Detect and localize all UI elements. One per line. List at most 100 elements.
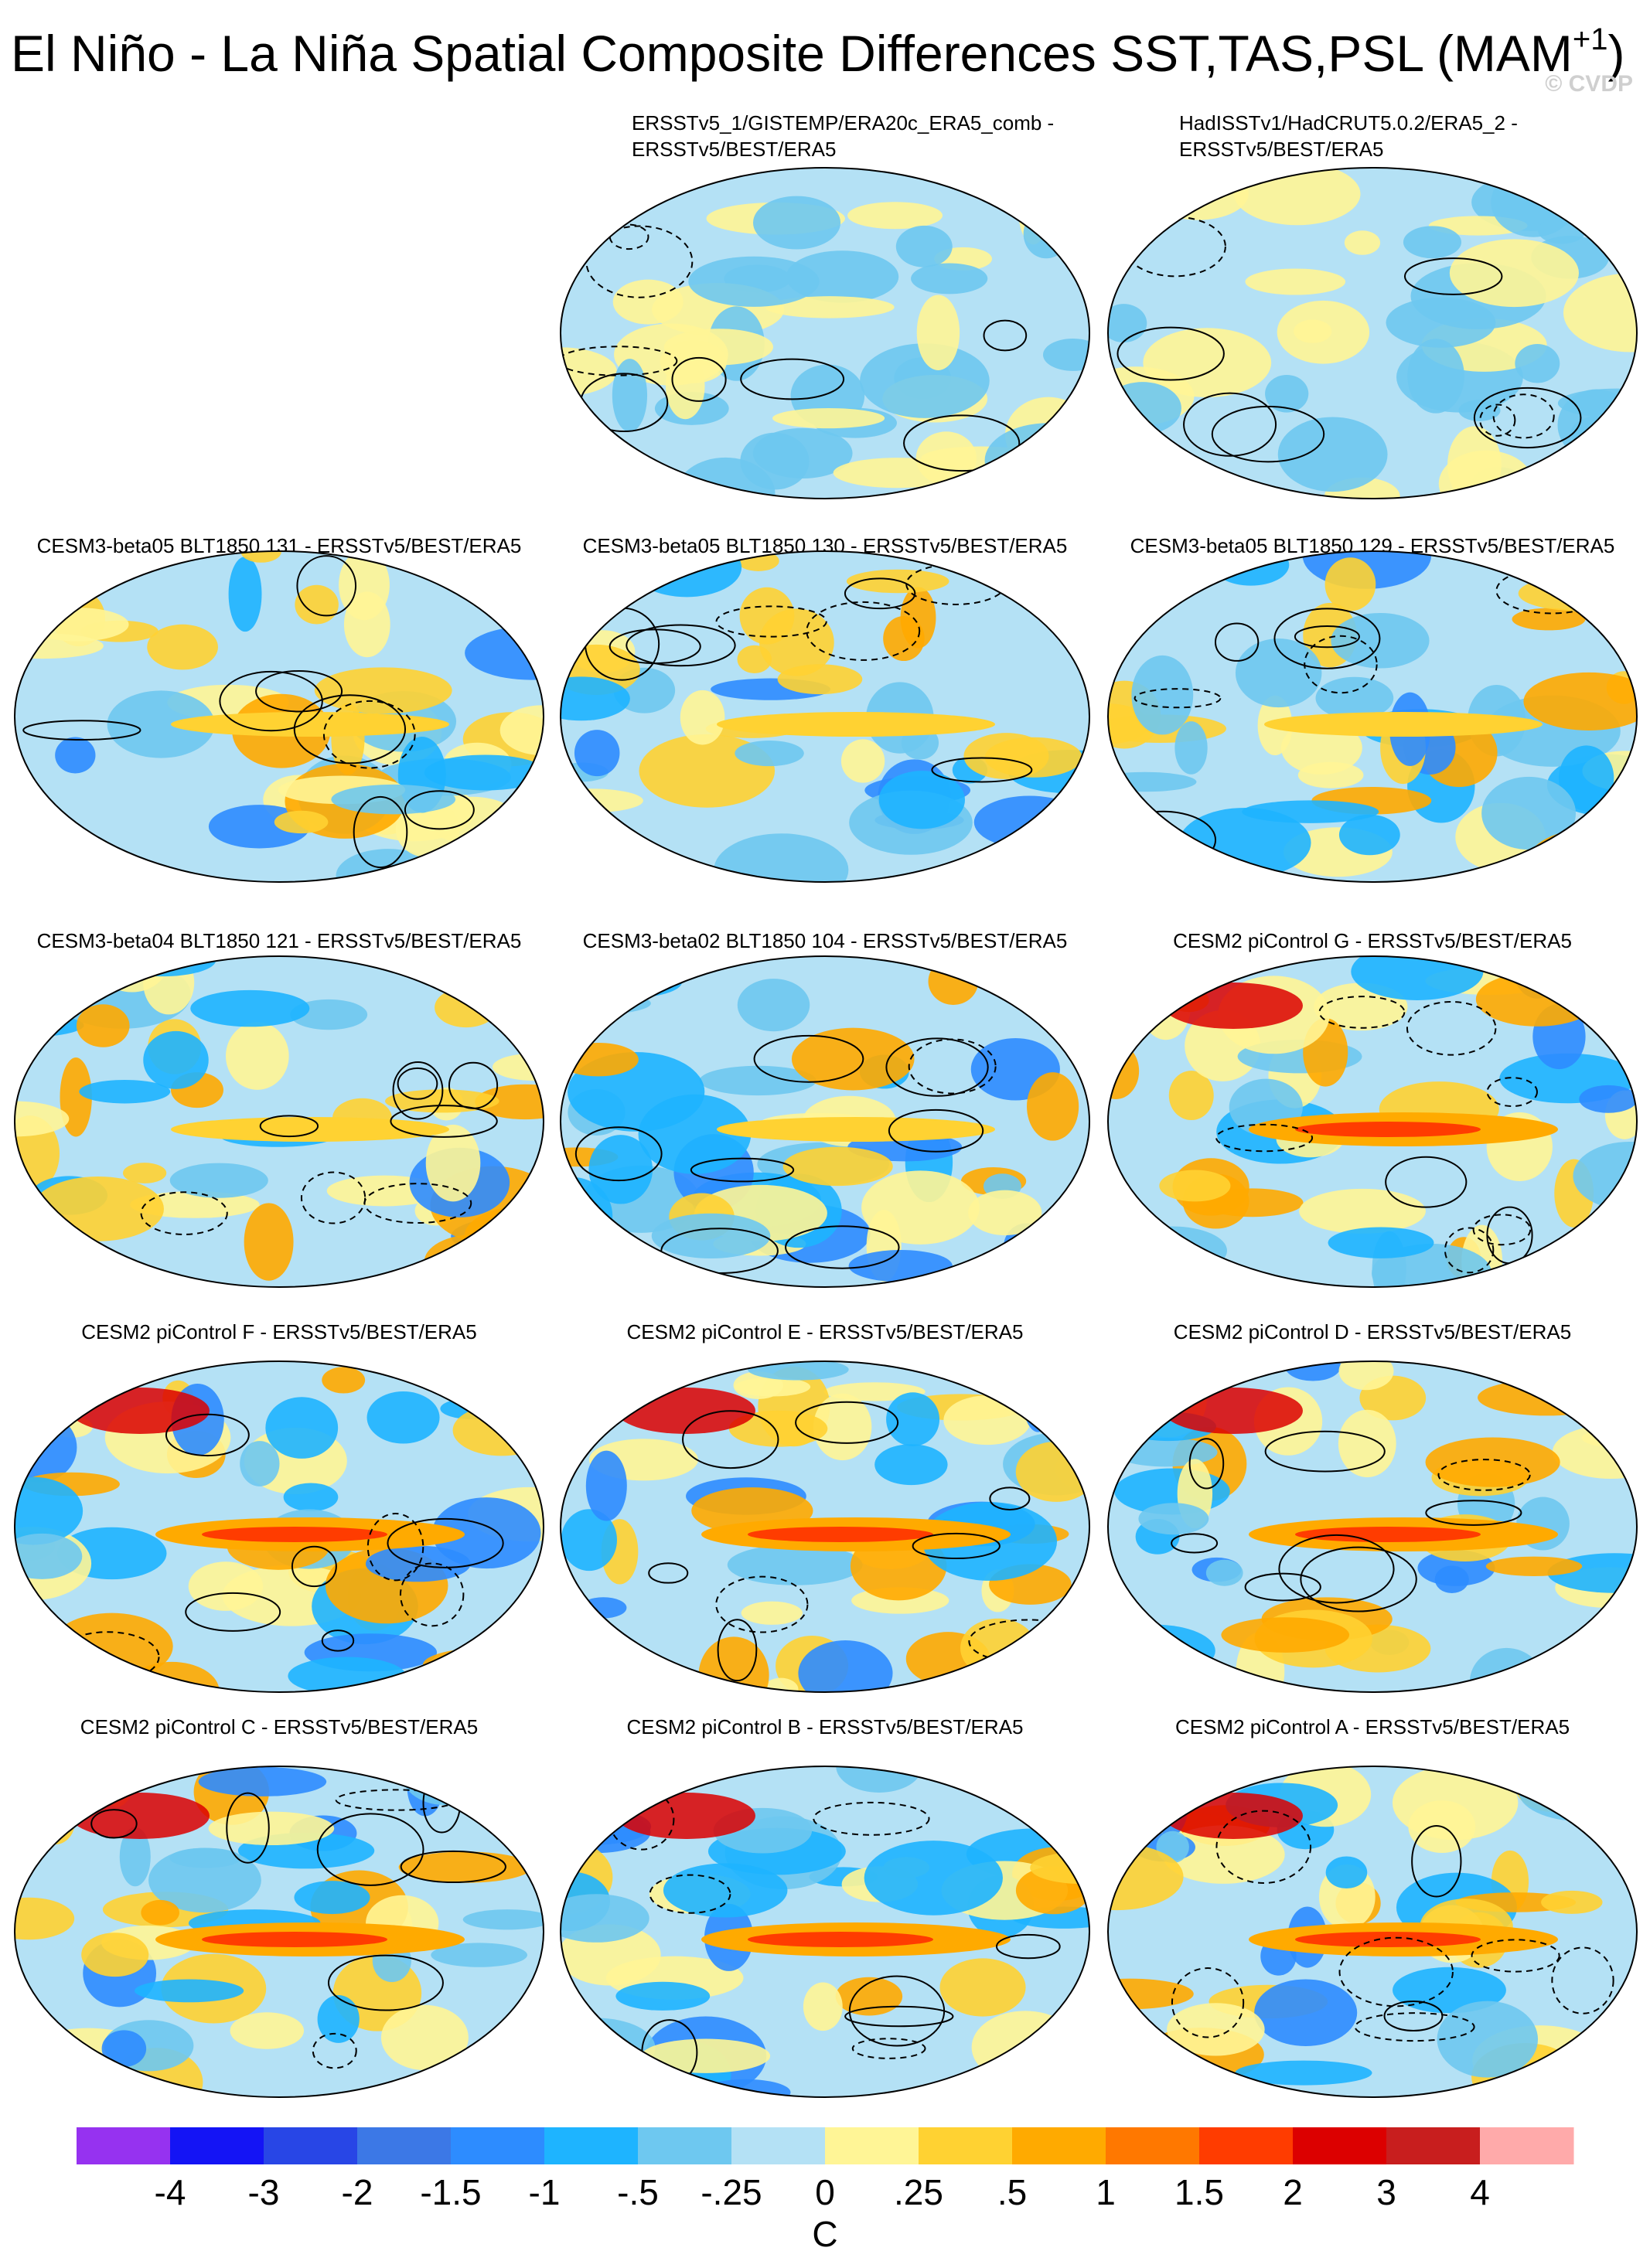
anomaly-blob [124,1661,220,1692]
equatorial-band [717,1117,995,1142]
psl-contour [648,1562,689,1584]
anomaly-blob [1108,168,1131,187]
anomaly-blob [864,1841,1003,1916]
anomaly-blob [561,1042,639,1077]
anomaly-blob [81,1933,149,1977]
anomaly-blob [585,1450,627,1521]
anomaly-blob [119,1827,151,1887]
colorbar-label: .5 [997,2172,1027,2212]
anomaly-blob [1338,1361,1394,1391]
panel-title: CESM3-beta04 BLT1850 121 - ERSSTv5/BEST/… [37,929,522,952]
psl-contour [1437,1459,1531,1491]
anomaly-blob [1125,849,1243,882]
anomaly-blob [840,739,885,783]
anomaly-blob [574,730,620,777]
psl-contour [995,1933,1061,1960]
anomaly-blob [1205,1559,1243,1586]
psl-contour [903,414,1021,472]
anomaly-blob [55,737,96,774]
anomaly-blob [1325,1856,1368,1889]
psl-contour [316,1813,424,1886]
anomaly-blob [1108,1043,1140,1099]
colorbar-label: 1.5 [1174,2172,1224,2212]
anomaly-blob [143,1030,209,1089]
anomaly-blob [963,733,1049,779]
psl-contour [327,1954,444,2011]
anomaly-blob [714,833,849,882]
anomaly-blob [1108,1978,1194,2010]
anomaly-blob [101,2030,147,2067]
anomaly-blob [1108,1003,1156,1031]
psl-contour [715,1575,809,1633]
anomaly-blob [651,1213,771,1259]
anomaly-blob [424,1234,526,1287]
colorbar-box [1293,2127,1387,2164]
colorbar-label: -2 [342,2172,373,2212]
colorbar-label: .25 [894,2172,943,2212]
anomaly-blob [395,801,460,858]
anomaly-blob [791,1027,915,1091]
psl-contour [931,757,1033,783]
anomaly-blob [169,1847,242,1868]
anomaly-blob [431,1943,527,1967]
anomaly-blob [959,474,1073,499]
psl-contour [1264,1430,1386,1473]
map-outline [1107,550,1638,883]
anomaly-blob [1254,1979,1358,2046]
map-outline [560,955,1090,1288]
anomaly-blob [1338,1409,1396,1478]
psl-contour [1244,1572,1321,1602]
psl-contour [1273,608,1381,669]
anomaly-blob [380,2004,469,2071]
anomaly-blob [1315,676,1394,720]
psl-contour [1278,1534,1395,1604]
psl-contour [397,1067,438,1100]
anomaly-blob [1235,2060,1372,2086]
psl-contour [321,1629,355,1652]
psl-contour [1385,1156,1468,1208]
anomaly-blob [240,1441,280,1486]
anomaly-blob [1541,1890,1603,1914]
anomaly-blob [680,690,725,745]
psl-contour [312,2032,357,2069]
panel-title: CESM3-beta02 BLT1850 104 - ERSSTv5/BEST/… [583,929,1068,952]
psl-contour [806,601,921,661]
psl-contour [1123,216,1226,278]
psl-contour [226,1792,270,1864]
colorbar-box [638,2127,732,2164]
anomaly-blob [141,1899,179,1926]
psl-contour [1171,1533,1219,1554]
equatorial-core [748,1932,933,1947]
anomaly-blob [1575,440,1636,472]
anomaly-blob [916,295,960,370]
equatorial-band [1264,712,1543,737]
anomaly-blob [1438,450,1534,499]
psl-contour [795,1401,899,1444]
psl-contour [1354,2012,1475,2042]
anomaly-blob [60,557,133,581]
psl-contour [392,1061,444,1120]
psl-contour [574,1126,663,1182]
anomaly-blob [190,989,310,1027]
anomaly-blob [487,1364,544,1430]
anomaly-blob [288,1657,407,1692]
anomaly-blob [1583,956,1637,1017]
anomaly-blob [612,279,684,325]
title-superscript: +1 [1573,22,1608,56]
psl-contour [1294,625,1360,649]
anomaly-blob [1512,608,1586,631]
map-outline [1107,1360,1638,1693]
psl-contour [1471,1939,1560,1973]
anomaly-blob [878,771,966,829]
psl-contour [300,1171,366,1224]
psl-contour [649,1874,731,1914]
anomaly-blob [1168,1071,1214,1121]
anomaly-blob [462,1909,544,1930]
anomaly-blob [735,741,804,767]
anomaly-blob [561,676,630,721]
anomaly-blob [699,1065,816,1096]
panel-title: CESM2 piControl B - ERSSTv5/BEST/ERA5 [627,1715,1024,1738]
map-panel [15,956,544,1287]
anomaly-blob [1524,829,1637,882]
